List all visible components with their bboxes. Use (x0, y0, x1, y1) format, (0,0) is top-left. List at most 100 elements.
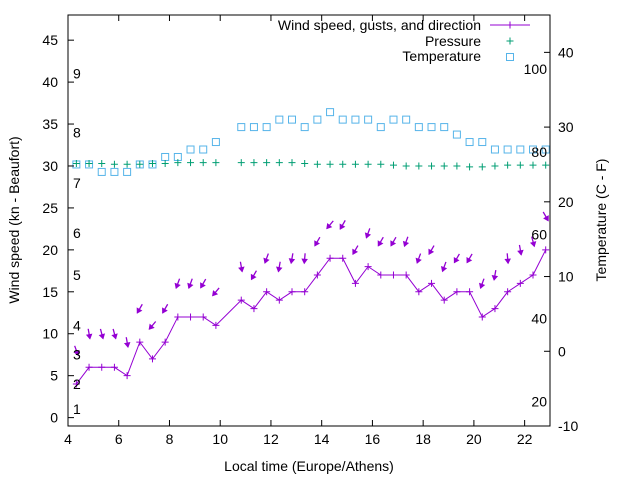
beaufort-label: 6 (73, 225, 81, 241)
y-right-tick-label: 40 (558, 44, 574, 60)
gust-direction-arrow-head (364, 232, 372, 239)
x-tick-label: 20 (466, 431, 482, 447)
gust-direction-arrow-head (275, 266, 283, 273)
gust-direction-arrow-head (415, 257, 422, 264)
pressure-point (339, 160, 347, 168)
beaufort-label: 4 (73, 317, 81, 333)
gust-direction-arrow-head (98, 333, 106, 340)
wind-speed-point (110, 363, 118, 371)
pressure-point (440, 162, 448, 170)
pressure-point (351, 160, 359, 168)
gust-direction-arrow-head (314, 240, 320, 247)
gust-direction-arrow-head (200, 282, 206, 289)
y-left-tick-label: 0 (50, 410, 58, 426)
pressure-point (98, 159, 106, 167)
pressure-point (301, 159, 309, 167)
fahrenheit-label: 40 (531, 310, 547, 326)
gust-direction-arrow-head (543, 215, 549, 222)
temperature-point (529, 145, 538, 154)
gust-direction-arrow-head (85, 333, 93, 340)
pressure-point (85, 159, 93, 167)
gust-direction-arrow-head (402, 240, 410, 248)
gust-direction-arrow-head (479, 282, 486, 290)
gust-direction-arrow-head (123, 342, 131, 349)
pressure-point (516, 161, 524, 169)
gust-direction-arrow-head (491, 274, 499, 281)
wind-speed-point (237, 296, 245, 304)
gust-direction-arrow-head (73, 349, 80, 357)
temperature-point (288, 115, 297, 124)
temperature-point (465, 138, 474, 147)
x-tick-label: 4 (64, 431, 72, 447)
wind-speed-point (187, 313, 195, 321)
wind-speed-point (453, 288, 461, 296)
pressure-point (161, 159, 169, 167)
pressure-point (263, 159, 271, 167)
pressure-point (288, 159, 296, 167)
temperature-point (541, 145, 550, 154)
pressure-point (275, 159, 283, 167)
pressure-point (237, 159, 245, 167)
pressure-point (364, 160, 372, 168)
wind-speed-point (542, 246, 550, 254)
wind-speed-point (288, 288, 296, 296)
gust-direction-arrow-head (377, 240, 384, 247)
pressure-point (212, 159, 220, 167)
wind-speed-point (364, 263, 372, 271)
y-left-tick-label: 20 (42, 242, 58, 258)
temperature-point (186, 145, 195, 154)
temperature-point (414, 123, 423, 132)
beaufort-label: 5 (73, 267, 81, 283)
beaufort-label: 2 (73, 376, 81, 392)
x-tick-label: 16 (365, 431, 381, 447)
wind-speed-point (326, 254, 334, 262)
temperature-point (490, 145, 499, 154)
temperature-point (275, 115, 284, 124)
temperature-point (262, 123, 271, 132)
temperature-point (376, 123, 385, 132)
gust-direction-arrow-head (250, 273, 257, 281)
temperature-point (389, 115, 398, 124)
pressure-point (402, 162, 410, 170)
y-right-tick-label: 20 (558, 194, 574, 210)
gust-direction-arrow-head (263, 257, 270, 264)
temperature-point (364, 115, 373, 124)
pressure-point (148, 159, 156, 167)
legend-swatch-temperature (506, 53, 514, 61)
y-left-tick-label: 45 (42, 32, 58, 48)
gust-direction-arrow-head (187, 282, 194, 290)
wind-speed-point (313, 271, 321, 279)
gust-direction-arrow-head (390, 240, 397, 247)
wind-speed-point (148, 355, 156, 363)
beaufort-label: 8 (73, 124, 81, 140)
y-left-tick-label: 30 (42, 158, 58, 174)
wind-speed-point (275, 296, 283, 304)
temperature-point (452, 130, 461, 139)
pressure-point (72, 159, 80, 167)
gust-direction-arrow-head (301, 258, 308, 265)
plot-marks (72, 108, 550, 388)
pressure-point (453, 162, 461, 170)
y-left-tick-label: 15 (42, 284, 58, 300)
y-left-tick-label: 25 (42, 200, 58, 216)
temperature-point (300, 123, 309, 132)
wind-speed-line (75, 249, 547, 385)
legend-label-wind: Wind speed, gusts, and direction (278, 17, 481, 33)
pressure-point (504, 161, 512, 169)
pressure-point (199, 159, 207, 167)
wind-speed-point (199, 313, 207, 321)
pressure-point (491, 162, 499, 170)
temperature-point (249, 123, 258, 132)
gust-direction-arrow-head (238, 266, 245, 273)
legend-swatch-wind-marker (506, 21, 514, 29)
gust-direction-arrow-head (148, 323, 155, 330)
temperature-point (478, 138, 487, 147)
wind-speed-point (136, 338, 144, 346)
wind-speed-point (339, 254, 347, 262)
temperature-point (351, 115, 360, 124)
legend-label-temperature: Temperature (402, 48, 481, 64)
wind-speed-point (415, 288, 423, 296)
wind-speed-point (516, 279, 524, 287)
